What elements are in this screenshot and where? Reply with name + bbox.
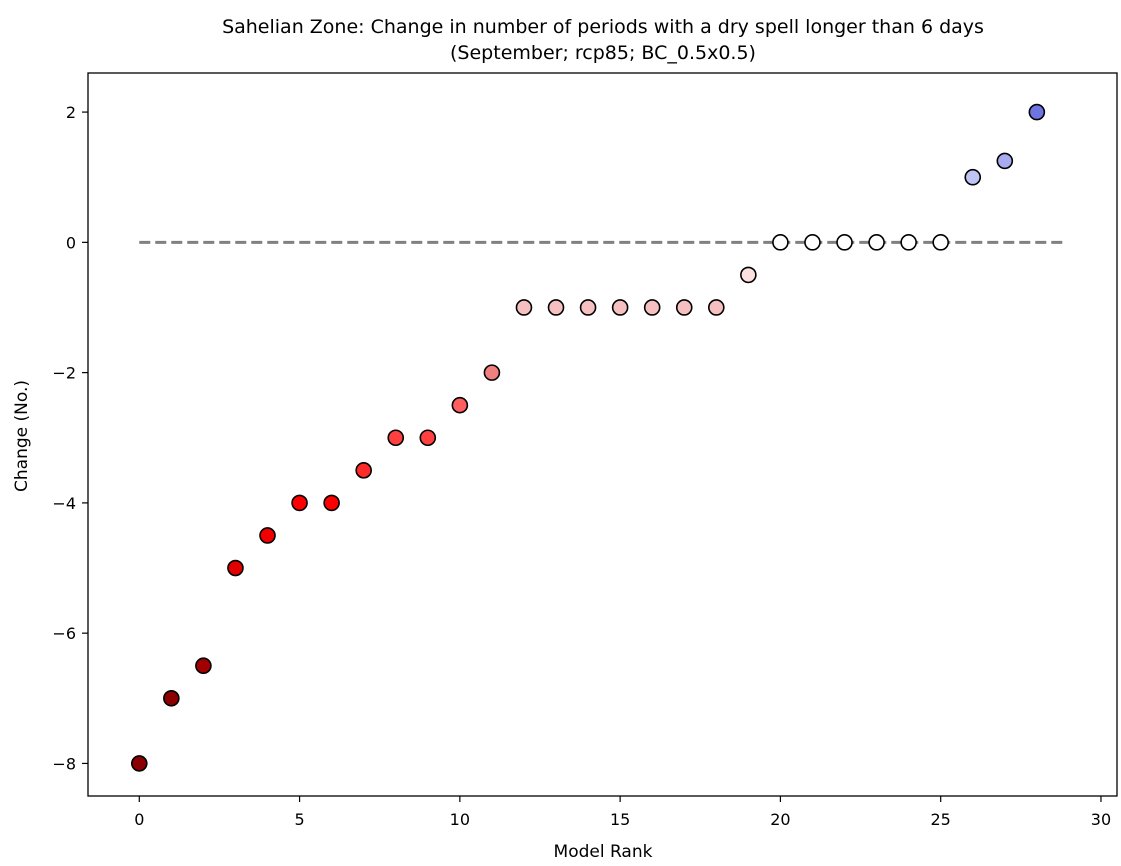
x-tick-label: 25 (931, 810, 951, 829)
data-point (323, 494, 340, 512)
data-point (515, 299, 533, 316)
y-tick-label: 0 (66, 233, 76, 252)
data-point (163, 689, 180, 707)
x-axis-label: Model Rank (554, 842, 653, 861)
data-point (707, 299, 725, 316)
x-tick-label: 30 (1091, 810, 1111, 829)
data-point (227, 559, 244, 577)
data-points-layer (130, 103, 1046, 772)
y-tick-label: 2 (66, 103, 76, 122)
data-point (355, 462, 372, 479)
data-point (419, 429, 437, 447)
data-point (964, 168, 982, 186)
data-point (675, 299, 693, 316)
data-point (547, 299, 565, 316)
y-tick-label: −2 (52, 364, 76, 383)
data-point (932, 234, 949, 251)
data-point (195, 657, 212, 675)
y-axis-ticks: −8 −6 −4 −2 0 2 (52, 103, 88, 773)
x-tick-label: 10 (450, 810, 470, 829)
data-point (1028, 103, 1046, 121)
data-point (259, 527, 276, 544)
data-point (451, 396, 469, 414)
chart-title: Sahelian Zone: Change in number of perio… (222, 16, 984, 38)
data-point (611, 299, 629, 316)
x-tick-label: 20 (770, 810, 790, 829)
data-point (579, 299, 597, 316)
data-point (483, 364, 501, 381)
data-point (836, 234, 853, 251)
axes-frame (87, 72, 1118, 797)
data-point (900, 234, 917, 251)
x-tick-label: 0 (134, 810, 144, 829)
data-point (387, 429, 405, 447)
y-axis-label: Change (No.) (12, 380, 32, 492)
data-point (868, 234, 885, 251)
data-point (996, 152, 1014, 170)
y-tick-label: −4 (52, 494, 76, 513)
x-tick-label: 5 (294, 810, 304, 829)
data-point (740, 266, 757, 284)
y-tick-label: −8 (52, 754, 76, 773)
data-point (130, 755, 148, 772)
y-tick-label: −6 (52, 624, 76, 643)
data-point (804, 234, 821, 251)
data-point (643, 299, 661, 316)
plot-area (87, 72, 1118, 797)
x-axis-ticks: 0 5 10 15 20 25 30 (134, 796, 1111, 829)
chart-subtitle: (September; rcp85; BC_0.5x0.5) (450, 42, 756, 64)
x-tick-label: 15 (610, 810, 630, 829)
data-point (291, 494, 308, 512)
data-point (772, 234, 789, 251)
